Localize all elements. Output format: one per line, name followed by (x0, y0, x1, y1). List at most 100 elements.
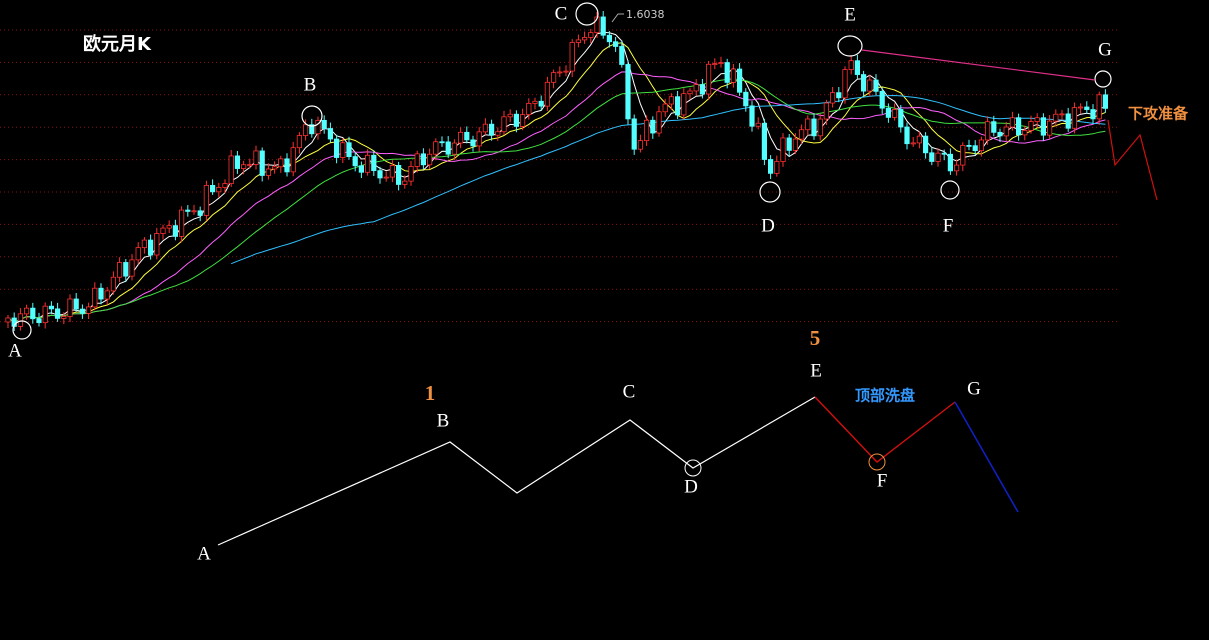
candle-body (972, 145, 978, 152)
candle-body (780, 137, 786, 162)
circle (940, 180, 960, 200)
candle-body (650, 119, 656, 134)
candle-body (42, 305, 48, 324)
candle-body (371, 154, 377, 172)
candle-body (631, 118, 637, 150)
candle-body (991, 121, 997, 133)
candle-body (123, 262, 129, 277)
candle-body (730, 68, 737, 83)
candle-body (265, 168, 272, 176)
candle-body (445, 141, 451, 155)
candle-body (892, 109, 898, 118)
candle-body (185, 209, 191, 212)
grid (0, 29, 1120, 323)
candle-body (395, 165, 402, 185)
candle-body (656, 111, 662, 134)
candle-body (693, 84, 699, 92)
candle-body (1090, 109, 1096, 120)
point-label: C (555, 3, 568, 24)
wave-point-label: E (810, 360, 822, 381)
candle-body (1053, 113, 1059, 122)
candle-body (495, 131, 501, 136)
price-pointer (611, 13, 624, 23)
candle-body (1065, 113, 1071, 129)
candle-body (377, 170, 383, 179)
candle-body (613, 41, 619, 47)
candle-body (544, 81, 551, 107)
candle-body (240, 164, 247, 169)
candle-body (141, 239, 147, 249)
candle-body (129, 259, 135, 277)
side-note: 下攻准备 (1128, 105, 1189, 123)
candle-body (216, 187, 222, 193)
point-label: D (761, 215, 775, 236)
candle-body (160, 227, 166, 234)
candle-body (222, 183, 228, 188)
candle-body (1009, 117, 1016, 128)
candle-body (1016, 117, 1022, 136)
candle-body (302, 124, 309, 136)
candle-body (1034, 117, 1040, 122)
candle-body (724, 62, 730, 83)
candle-body (5, 317, 11, 323)
candle-body (457, 131, 464, 144)
candle-body (278, 158, 284, 168)
circle (759, 181, 781, 203)
candle-body (383, 176, 389, 179)
candle-body (79, 308, 85, 314)
candle-body (1102, 94, 1108, 109)
candle-body (488, 123, 495, 136)
candle-body (929, 152, 935, 162)
candle-body (470, 139, 476, 147)
candle-body (916, 135, 923, 144)
candle-body (755, 122, 761, 127)
candle-body (699, 84, 706, 95)
candle-body (482, 123, 489, 133)
wave-point-label: B (437, 410, 450, 431)
candle-body (402, 180, 408, 185)
wave-line-red (814, 396, 956, 463)
candle-body (910, 142, 916, 145)
candle-body (234, 155, 240, 169)
wave-point-label: A (197, 543, 211, 564)
candle-body (960, 144, 966, 166)
candle-body (1084, 106, 1090, 110)
candle-body (259, 150, 265, 176)
candle-body (941, 152, 947, 155)
candle-body (364, 154, 371, 173)
candle-body (538, 100, 544, 107)
wave-point-label: F (877, 470, 888, 491)
candle-body (476, 131, 482, 147)
candle-body (681, 93, 687, 116)
candle-body (805, 118, 811, 131)
candle-body (600, 16, 606, 36)
price-label: 1.6038 (626, 8, 665, 21)
candle-body (501, 116, 507, 133)
candle-body (799, 129, 805, 140)
candle-body (761, 122, 768, 160)
candle-body (675, 96, 681, 116)
candle-body (954, 164, 960, 172)
ma-line (231, 94, 1106, 265)
circle (868, 453, 886, 471)
candle-body (786, 137, 792, 151)
wave-note: 顶部洗盘 (855, 387, 915, 405)
candle-body (978, 139, 985, 152)
wave-point-label: C (623, 381, 636, 402)
ma-line (7, 71, 1106, 323)
point-label: G (1098, 39, 1112, 60)
candle-body (526, 103, 532, 115)
candle-body (966, 144, 972, 147)
candle-body (768, 159, 774, 174)
candle-body (389, 165, 396, 178)
candle-body (861, 74, 867, 92)
candle-body (209, 185, 216, 193)
candle-body (1003, 126, 1009, 137)
candle-body (358, 165, 365, 173)
candle-body (464, 131, 470, 141)
candle-body (333, 138, 340, 158)
wave-number: 5 (810, 326, 821, 350)
candle-body (55, 308, 61, 319)
